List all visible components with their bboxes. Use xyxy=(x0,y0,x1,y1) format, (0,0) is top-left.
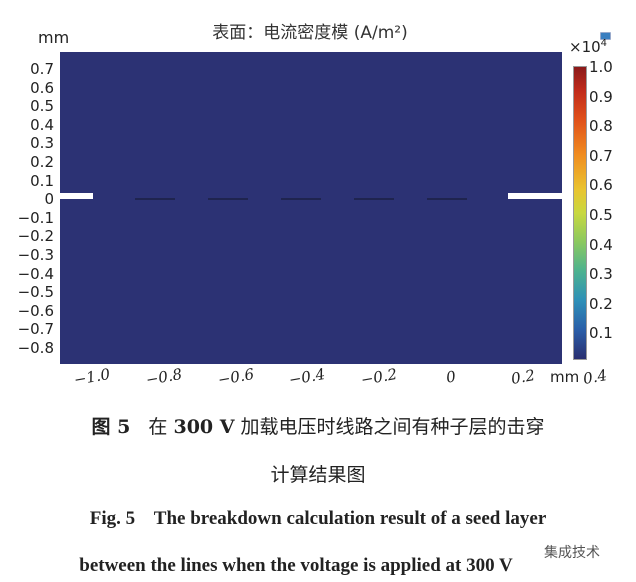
y-tick-label: 0.7 xyxy=(30,60,54,78)
caption-cn-rest: 加载电压时线路之间有种子层的击穿 xyxy=(234,416,545,438)
colorbar-tick-label: 0.4 xyxy=(589,235,613,254)
plot-title: 表面：电流密度模 (A/m²) xyxy=(212,23,408,43)
y-axis-unit: mm xyxy=(38,28,70,47)
y-tick-label: −0.3 xyxy=(17,246,54,264)
colorbar-tick-label: 0.3 xyxy=(589,265,613,284)
right-electrode xyxy=(508,193,562,199)
y-tick-label: 0.1 xyxy=(30,171,54,190)
seed-segment xyxy=(208,198,248,200)
colorbar-multiplier-base: ×10 xyxy=(569,38,601,56)
seed-segment xyxy=(135,198,175,200)
y-tick-label: 0.3 xyxy=(30,134,54,153)
plot-area xyxy=(60,52,562,364)
y-tick-label: −0.4 xyxy=(17,264,54,283)
y-tick-label: 0.4 xyxy=(30,115,54,134)
x-tick-label: −1.0 xyxy=(72,364,112,390)
y-tick-label: 0.5 xyxy=(30,97,54,116)
seed-segment xyxy=(281,198,321,200)
seed-segment xyxy=(427,198,467,200)
colorbar-tick-label: 0.9 xyxy=(589,87,613,106)
caption-cn-voltage: 300 V xyxy=(173,416,235,438)
x-tick-label: 0.4 xyxy=(581,366,608,388)
left-electrode xyxy=(60,193,93,199)
y-tick-label: −0.5 xyxy=(17,283,54,302)
x-tick-label: −0.2 xyxy=(359,364,399,390)
colorbar-tick-label: 0.1 xyxy=(589,324,613,343)
seed-segment xyxy=(354,198,394,200)
colorbar-tick-label: 0.6 xyxy=(589,176,613,195)
y-tick-label: −0.2 xyxy=(17,227,54,246)
y-tick-label: −0.8 xyxy=(17,339,54,357)
colorbar-multiplier: ×104 xyxy=(569,38,607,56)
caption-en-line2: between the lines when the voltage is ap… xyxy=(79,555,513,576)
y-tick-label: −0.6 xyxy=(17,301,54,320)
colorbar-exponent: 4 xyxy=(600,38,608,49)
caption-cn-line1: 图 5 在 300 V 加载电压时线路之间有种子层的击穿 xyxy=(0,412,636,439)
caption-cn-prefix: 在 xyxy=(148,416,174,438)
y-tick-label: 0 xyxy=(44,190,54,209)
colorbar-tick-label: 0.8 xyxy=(589,117,613,136)
colorbar-tick-label: 0.7 xyxy=(589,146,613,165)
x-tick-label: 0.2 xyxy=(509,366,537,388)
colorbar xyxy=(573,66,587,360)
colorbar-tick-label: 0.2 xyxy=(589,294,613,313)
caption-en-line1: Fig. 5 The breakdown calculation result … xyxy=(89,508,547,529)
x-tick-label: 0 xyxy=(444,367,458,387)
x-tick-label: −0.8 xyxy=(144,364,184,390)
y-tick-label: −0.1 xyxy=(17,208,54,227)
caption-cn-label: 图 5 xyxy=(91,416,131,438)
caption-cn-line2: 计算结果图 xyxy=(270,464,366,486)
colorbar-tick-label: 1.0 xyxy=(589,58,613,76)
y-tick-label: 0.2 xyxy=(30,153,54,171)
y-tick-label: 0.6 xyxy=(30,78,54,97)
x-tick-label: −0.4 xyxy=(287,364,327,390)
watermark: 集成技术 xyxy=(540,540,604,564)
y-tick-label: −0.7 xyxy=(17,320,54,339)
colorbar-tick-label: 0.5 xyxy=(589,206,613,224)
colorbar-icon xyxy=(600,32,611,40)
x-axis-unit: mm xyxy=(550,368,580,386)
x-tick-label: −0.6 xyxy=(216,364,256,390)
